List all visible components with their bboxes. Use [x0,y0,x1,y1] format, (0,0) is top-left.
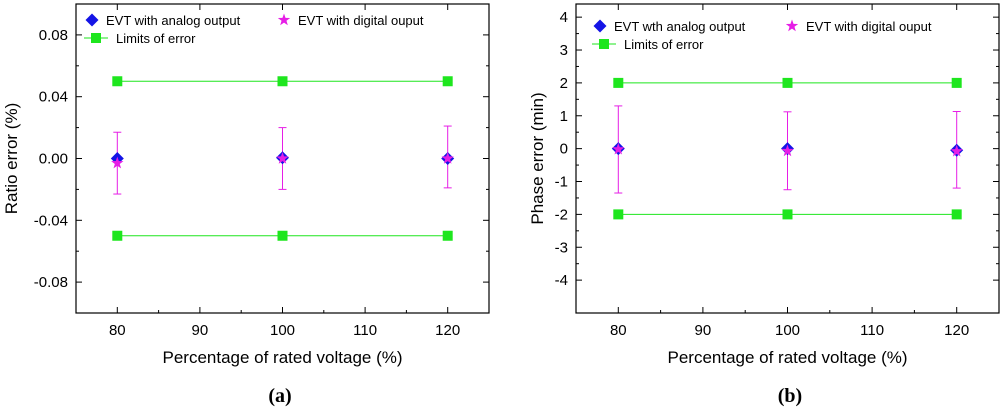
x-tick-label: 120 [435,322,460,339]
legend-marker-square [91,33,101,43]
chart-panel-b: 80 90 100 110 120 -4 -3 -2 -1 0 1 2 3 4 Percentage of … [528,3,1000,407]
data-point-square [112,230,123,241]
data-point-square [782,209,793,220]
data-point-square [782,77,793,88]
y-tick-label: 3 [560,42,568,59]
x-tick-label: 100 [775,322,800,339]
y-tick-label: -0.08 [34,274,68,291]
y-tick-label: -1 [555,174,568,191]
data-point-square [112,76,123,87]
y-axis-label: Ratio error (%) [2,103,21,214]
y-tick-label: 0.08 [39,27,68,44]
y-tick-label: 4 [560,9,568,26]
data-point-star [111,156,124,169]
legend-label: EVT with digital ouput [806,19,932,34]
y-tick-label: -2 [555,206,568,223]
data-point-square [277,230,288,241]
y-tick-label: -0.04 [34,212,68,229]
data-point-square [613,209,624,220]
x-tick-label: 100 [270,322,295,339]
x-axis-label: Percentage of rated voltage (%) [162,348,402,367]
y-tick-label: -3 [555,239,568,256]
data-point-square [442,76,453,87]
x-tick-label: 120 [944,322,969,339]
data-point-square [277,76,288,87]
data-point-star [950,144,963,157]
y-axis-label: Phase error (min) [528,92,547,224]
data-point-star [612,142,625,155]
y-tick-label: 1 [560,108,568,125]
data-point-star [276,152,289,164]
y-tick-label: 0.00 [39,151,68,168]
x-tick-label: 80 [109,322,126,339]
legend: EVT with analog output EVT with digital o… [84,13,424,46]
legend-label: EVT with digital ouput [298,13,424,28]
legend: EVT wth analog output EVT with digital ou… [592,19,932,52]
legend-marker-star [277,13,291,26]
legend-label: EVT with analog output [106,13,241,28]
y-tick-label: 0 [560,141,568,158]
data-point-square [442,230,453,241]
x-tick-label: 110 [860,322,884,339]
legend-marker-star [785,19,799,32]
legend-label: EVT wth analog output [614,19,746,34]
x-axis-label: Percentage of rated voltage (%) [667,348,907,367]
legend-marker-diamond [593,19,607,33]
data-point-square [951,77,962,88]
legend-marker-square [599,39,609,49]
x-tick-label: 80 [610,322,627,339]
y-tick-label: 2 [560,75,568,92]
legend-label: Limits of error [116,31,196,46]
data-point-star [441,152,454,164]
legend-marker-diamond [85,13,99,27]
data-point-star [781,144,794,157]
data-point-square [951,209,962,220]
x-tick-label: 90 [192,322,209,339]
x-tick-label: 90 [695,322,712,339]
data-point-square [613,77,624,88]
y-tick-label: -4 [555,272,568,289]
panel-label: (b) [778,385,802,407]
panel-label: (a) [268,385,291,407]
chart-panel-a: 80 90 100 110 120 -0.08 -0.04 0.00 0.04 0.08 Perce… [2,3,490,407]
legend-label: Limits of error [624,37,704,52]
x-tick-label: 110 [353,322,377,339]
y-tick-label: 0.04 [39,89,68,106]
